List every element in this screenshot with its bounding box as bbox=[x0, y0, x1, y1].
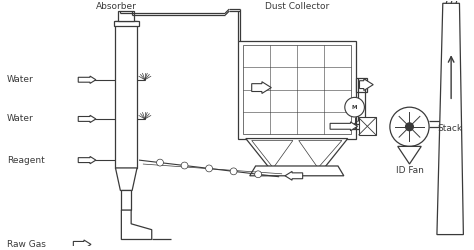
FancyArrow shape bbox=[78, 76, 96, 84]
Polygon shape bbox=[246, 138, 348, 170]
Polygon shape bbox=[299, 140, 342, 168]
Circle shape bbox=[156, 159, 164, 166]
Text: Water: Water bbox=[7, 114, 34, 124]
FancyArrow shape bbox=[252, 82, 271, 94]
Polygon shape bbox=[116, 168, 137, 190]
Bar bbox=[113, 21, 139, 26]
Bar bbox=[116, 21, 137, 168]
FancyArrow shape bbox=[285, 172, 303, 180]
Circle shape bbox=[181, 162, 188, 169]
Bar bbox=[358, 118, 376, 135]
Circle shape bbox=[230, 168, 237, 175]
Text: Stack: Stack bbox=[438, 124, 463, 133]
FancyArrow shape bbox=[78, 156, 96, 164]
Circle shape bbox=[406, 123, 413, 131]
Circle shape bbox=[206, 165, 212, 172]
Circle shape bbox=[390, 107, 429, 146]
Bar bbox=[121, 190, 131, 210]
Polygon shape bbox=[398, 146, 421, 164]
Circle shape bbox=[345, 98, 365, 117]
Text: Raw Gas: Raw Gas bbox=[7, 240, 46, 249]
FancyArrow shape bbox=[359, 79, 373, 90]
Bar bbox=[238, 40, 356, 138]
Text: ID Fan: ID Fan bbox=[395, 166, 423, 175]
Bar bbox=[356, 78, 367, 92]
Text: M: M bbox=[352, 105, 357, 110]
FancyArrow shape bbox=[78, 115, 96, 122]
Text: Reagent: Reagent bbox=[7, 156, 45, 164]
Polygon shape bbox=[437, 3, 464, 234]
Bar bbox=[118, 11, 134, 21]
Polygon shape bbox=[250, 166, 344, 176]
Polygon shape bbox=[121, 210, 152, 240]
FancyArrow shape bbox=[73, 240, 91, 249]
Text: Absorber: Absorber bbox=[96, 2, 137, 11]
Circle shape bbox=[255, 171, 262, 178]
Text: Dust Collector: Dust Collector bbox=[264, 2, 329, 11]
Text: Water: Water bbox=[7, 75, 34, 84]
Bar bbox=[243, 46, 351, 134]
Polygon shape bbox=[252, 140, 293, 168]
FancyArrow shape bbox=[330, 122, 357, 131]
